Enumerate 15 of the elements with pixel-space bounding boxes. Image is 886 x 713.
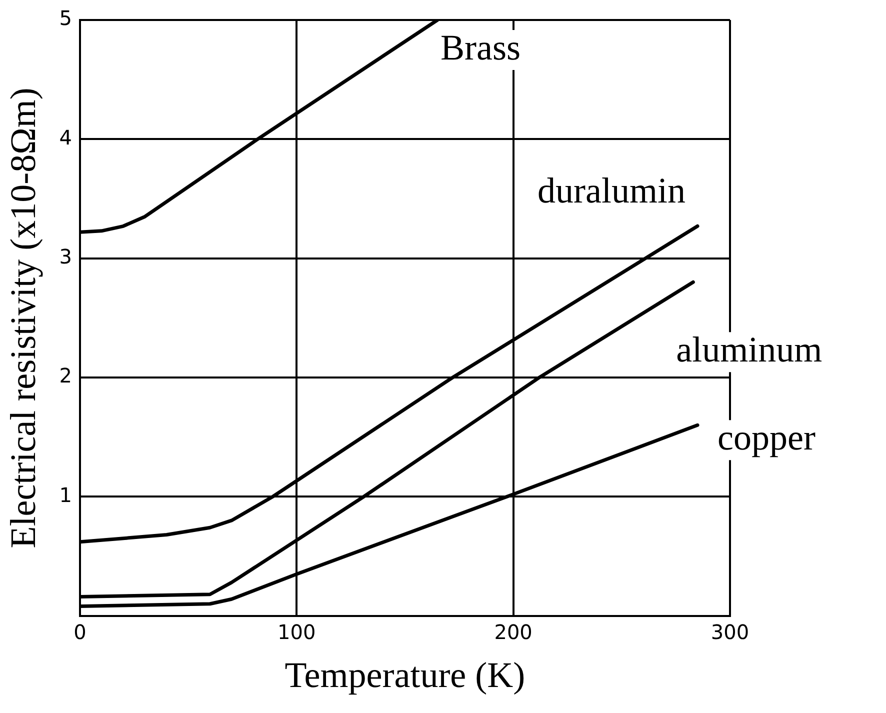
series-label: duralumin bbox=[537, 170, 686, 211]
x-axis-title: Temperature (K) bbox=[284, 654, 526, 695]
y-tick-label: 4 bbox=[59, 125, 72, 150]
series-label: Brass bbox=[440, 27, 520, 68]
y-axis-title: Electrical resistivity (x10-8Ωm) bbox=[3, 88, 44, 548]
x-tick-label: 300 bbox=[710, 620, 750, 644]
x-tick-label: 100 bbox=[278, 620, 316, 644]
y-tick-label: 3 bbox=[59, 244, 72, 269]
x-tick-label: 200 bbox=[494, 620, 532, 644]
y-tick-label: 2 bbox=[59, 364, 72, 388]
series-label: copper bbox=[717, 418, 816, 458]
series-label: aluminum bbox=[676, 330, 822, 370]
y-tick-label: 1 bbox=[59, 482, 72, 507]
x-tick-label: 0 bbox=[74, 620, 86, 644]
y-tick-label: 5 bbox=[59, 6, 72, 30]
